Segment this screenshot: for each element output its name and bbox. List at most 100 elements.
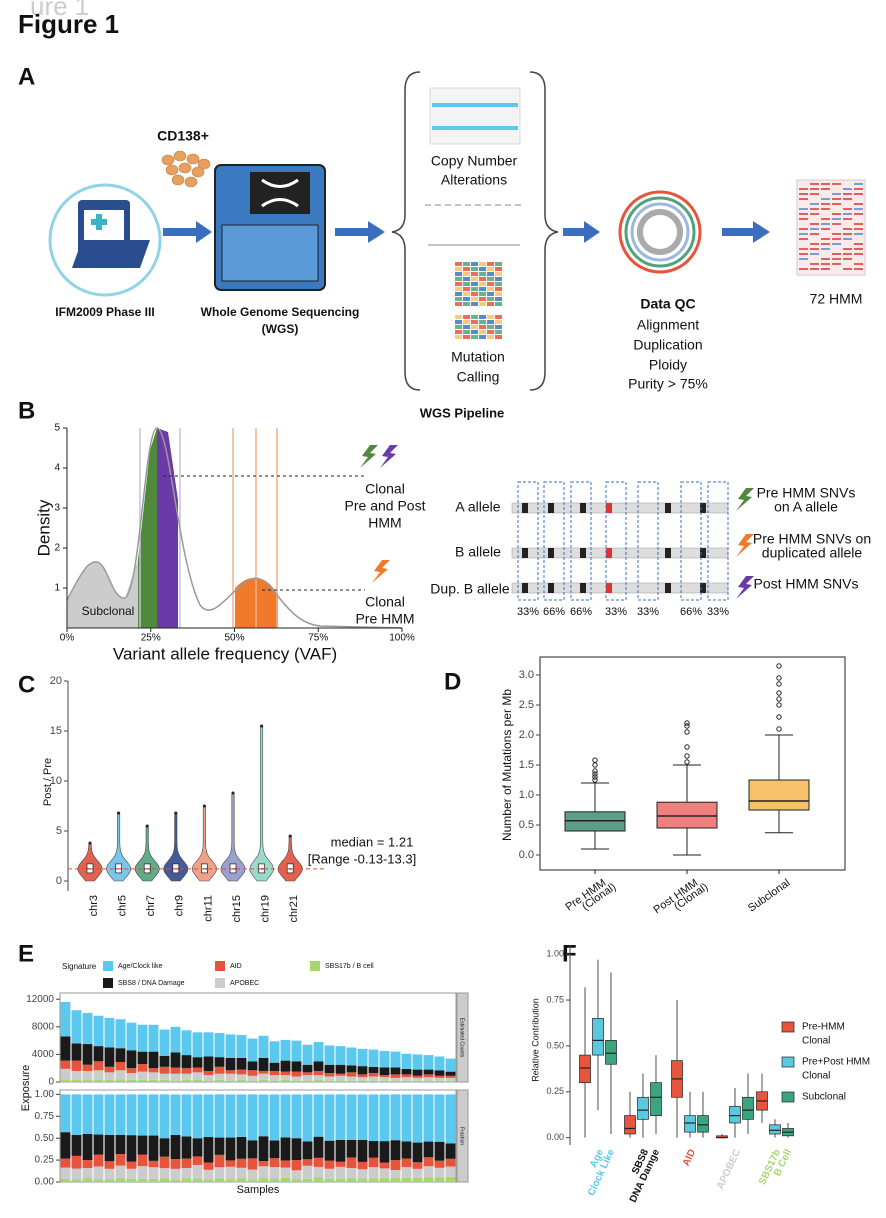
heatmap-cell	[854, 248, 863, 250]
heatmap-cell	[832, 253, 841, 255]
bar-segment	[126, 1073, 137, 1080]
heatmap-cell	[843, 238, 852, 240]
read-cell	[495, 297, 502, 301]
fraction-segment	[137, 1178, 148, 1182]
read-cell	[471, 282, 478, 286]
bar-segment	[313, 1070, 324, 1076]
read-cell	[471, 320, 478, 324]
fraction-segment	[335, 1139, 346, 1162]
bar-segment	[346, 1065, 357, 1073]
legend-swatch	[103, 961, 113, 971]
panel-label: D	[444, 668, 461, 695]
fraction-segment	[60, 1178, 71, 1182]
trial-label: IFM2009 Phase III	[55, 305, 154, 319]
bar-segment	[192, 1057, 203, 1068]
bar-segment	[159, 1066, 170, 1074]
fraction-segment	[335, 1161, 346, 1167]
read-cell	[479, 330, 486, 334]
heatmap-cell	[843, 218, 852, 220]
wgs-label: (WGS)	[262, 322, 299, 336]
bar-segment	[269, 1041, 280, 1063]
bar-segment	[423, 1077, 434, 1081]
heatmap-cell	[843, 213, 852, 215]
read-cell	[487, 330, 494, 334]
heatmap-cell	[832, 238, 841, 240]
bar-segment	[93, 1061, 104, 1071]
bar-segment	[236, 1035, 247, 1058]
legend-label: APOBEC	[230, 980, 259, 987]
y-tick-label: 5	[56, 825, 62, 837]
bar-segment	[368, 1080, 379, 1082]
x-tick-label: chr5	[117, 895, 129, 916]
legend-label: Pre HMM SNVs	[757, 485, 856, 501]
fraction-segment	[170, 1168, 181, 1180]
bar-segment	[313, 1079, 324, 1082]
fraction-segment	[236, 1158, 247, 1168]
violin-max	[260, 724, 264, 728]
x-tick-label: chr11	[202, 895, 214, 922]
clonal-label: Clonal	[365, 481, 405, 497]
fraction-segment	[401, 1094, 412, 1142]
read-cell	[463, 315, 470, 319]
fraction-segment	[192, 1138, 203, 1157]
bar-segment	[236, 1057, 247, 1070]
fraction-segment	[313, 1177, 324, 1182]
bar-segment	[346, 1047, 357, 1066]
read-cell	[471, 325, 478, 329]
read-cell	[463, 287, 470, 291]
outlier	[684, 720, 690, 726]
fraction-segment	[423, 1177, 434, 1182]
y-axis-label: Exposure	[20, 1065, 32, 1111]
snv-box	[570, 481, 592, 601]
figure-title: Figure 1	[18, 9, 119, 39]
fraction-segment	[170, 1179, 181, 1182]
heatmap-cell	[799, 258, 808, 260]
bar-segment	[258, 1057, 269, 1071]
bar-segment	[379, 1050, 390, 1068]
bar-segment	[192, 1067, 203, 1073]
fraction-segment	[170, 1134, 181, 1159]
fraction-segment	[247, 1169, 258, 1180]
outlier	[776, 675, 782, 681]
outlier	[776, 663, 782, 669]
fraction-segment	[258, 1161, 269, 1167]
fraction-segment	[324, 1094, 335, 1141]
bar-segment	[104, 1079, 115, 1082]
bar-segment	[401, 1068, 412, 1075]
y-tick-label: 0.0	[519, 849, 534, 861]
x-tick-label: chr7	[145, 895, 157, 916]
bar-segment	[71, 1043, 82, 1061]
fraction-segment	[181, 1167, 192, 1179]
read-cell	[479, 282, 486, 286]
bar-segment	[434, 1056, 445, 1071]
read-cell	[495, 292, 502, 296]
fraction-segment	[423, 1157, 434, 1167]
fraction-segment	[390, 1140, 401, 1161]
heatmap-cell	[832, 233, 841, 235]
y-tick-label: 1	[54, 583, 60, 594]
read-cell	[463, 262, 470, 266]
heatmap-cell	[821, 198, 830, 200]
fraction-segment	[390, 1178, 401, 1182]
fraction-segment	[335, 1178, 346, 1182]
fraction-segment	[412, 1177, 423, 1182]
bar-segment	[401, 1074, 412, 1078]
fraction-segment	[434, 1177, 445, 1182]
heatmap-cell	[799, 268, 808, 270]
heatmap-cell	[854, 253, 863, 255]
fraction-segment	[291, 1170, 302, 1180]
read-cell	[495, 335, 502, 339]
bar-segment	[181, 1030, 192, 1056]
box	[697, 1115, 709, 1133]
read-cell	[455, 272, 462, 276]
fraction-segment	[346, 1157, 357, 1168]
y-tick-label: 2	[54, 543, 60, 554]
bar-segment	[115, 1019, 126, 1049]
density-curve	[66, 427, 403, 629]
fraction-segment	[434, 1141, 445, 1161]
heatmap-cell	[799, 253, 808, 255]
heatmap-cell	[821, 218, 830, 220]
bar-segment	[236, 1079, 247, 1082]
read-cell	[479, 320, 486, 324]
percent-label: 66%	[570, 606, 592, 618]
